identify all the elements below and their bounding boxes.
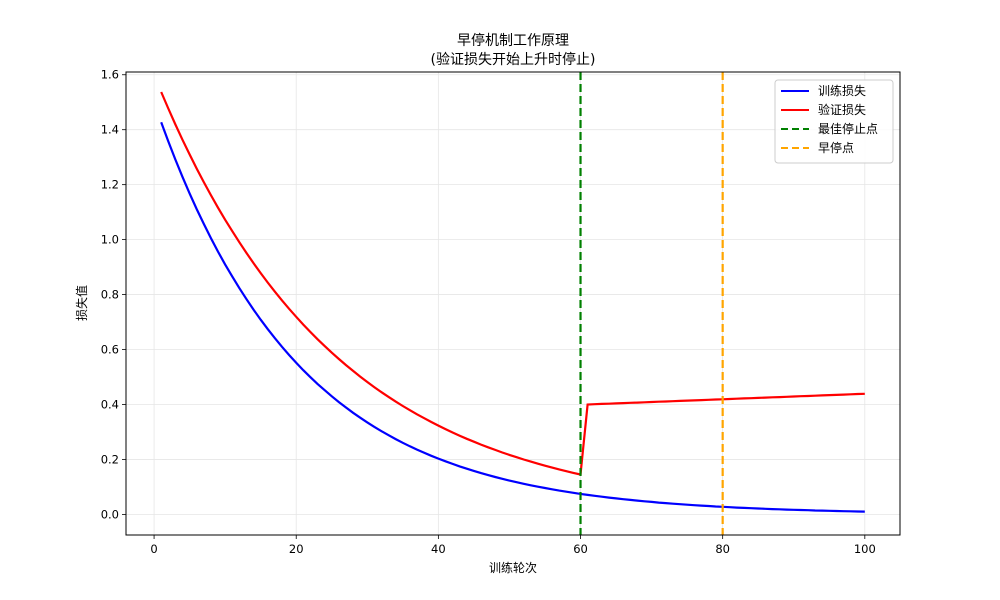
plot-frame <box>125 71 901 536</box>
legend: 训练损失 验证损失 最佳停止点 早停点 <box>774 79 894 164</box>
legend-val-label: 验证损失 <box>818 102 866 117</box>
val-loss-line <box>160 91 865 476</box>
x-tick-label: 20 <box>289 542 304 556</box>
x-tick-label: 80 <box>715 542 730 556</box>
y-tick-label: 0.8 <box>101 288 119 302</box>
y-tick-label: 1.6 <box>101 68 119 82</box>
chart-title: 早停机制工作原理 <box>457 32 569 49</box>
legend-best-stop-label: 最佳停止点 <box>818 121 878 136</box>
y-tick-label: 1.4 <box>101 123 119 137</box>
y-tick-label: 0.6 <box>101 343 119 357</box>
x-tick-label: 60 <box>573 542 588 556</box>
y-tick-label: 0.2 <box>101 452 119 466</box>
x-axis-ticks: 0 20 40 60 80 100 <box>150 535 876 556</box>
x-axis-label: 训练轮次 <box>489 560 537 575</box>
x-tick-label: 40 <box>431 542 446 556</box>
chart-subtitle: (验证损失开始上升时停止) <box>431 51 596 68</box>
y-tick-label: 1.2 <box>101 178 119 192</box>
legend-early-stop-label: 早停点 <box>818 140 854 155</box>
y-tick-label: 0.4 <box>101 397 119 411</box>
plot-series <box>160 72 865 535</box>
legend-train-label: 训练损失 <box>818 83 866 98</box>
train-loss-line <box>160 121 865 513</box>
x-tick-label: 0 <box>150 542 157 556</box>
y-axis-label: 损失值 <box>74 285 89 321</box>
y-tick-label: 1.0 <box>101 233 119 247</box>
y-axis-ticks: 0.0 0.2 0.4 0.6 0.8 1.0 1.2 1.4 1.6 <box>101 68 126 521</box>
y-tick-label: 0.0 <box>101 507 119 521</box>
x-tick-label: 100 <box>854 542 876 556</box>
